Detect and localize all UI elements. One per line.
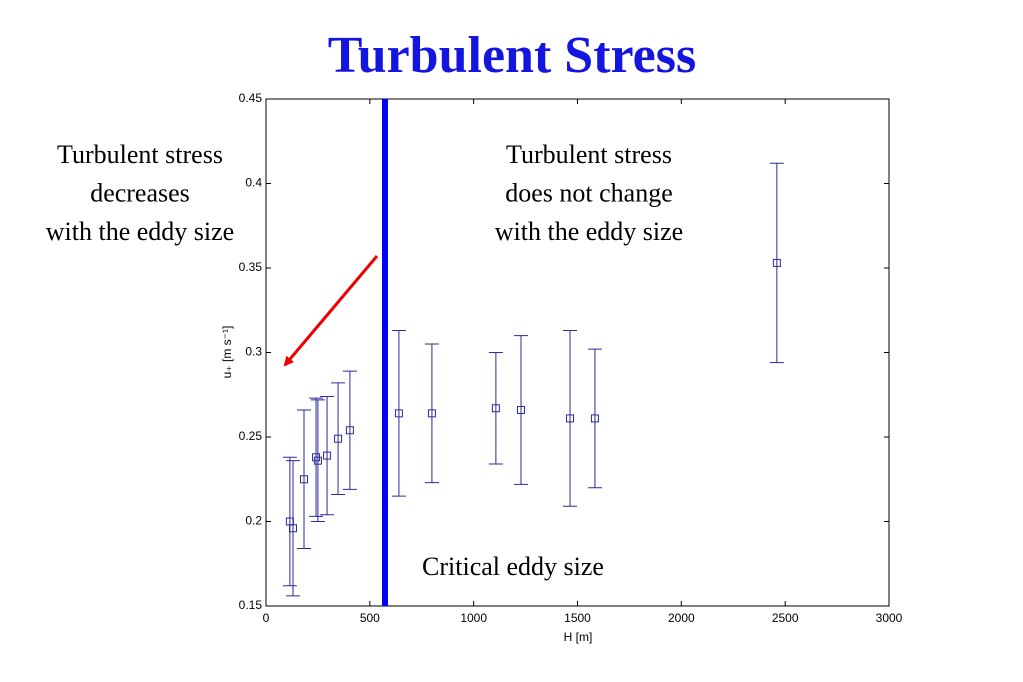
annotation: Turbulent stress <box>506 140 672 169</box>
point <box>772 258 781 267</box>
x-tick-label: 500 <box>360 611 380 625</box>
error-bar <box>297 409 312 550</box>
error-bar <box>563 330 578 507</box>
error-bar <box>514 335 529 485</box>
error-bar <box>769 162 784 364</box>
error-bar <box>282 456 297 587</box>
error-bar <box>310 399 325 522</box>
point <box>313 456 322 465</box>
annotation: with the eddy size <box>495 217 683 246</box>
arrow <box>283 255 379 367</box>
point <box>300 475 309 484</box>
error-bar <box>331 382 346 495</box>
x-tick-label: 2500 <box>772 611 799 625</box>
error-bar <box>285 460 300 597</box>
y-axis-label: u₊ [m s⁻¹] <box>220 326 234 379</box>
y-tick-label: 0.45 <box>239 91 263 105</box>
annotation: decreases <box>90 178 190 207</box>
point <box>323 451 332 460</box>
y-tick-label: 0.15 <box>239 598 263 612</box>
error-bar <box>391 330 406 497</box>
error-bar <box>587 348 602 489</box>
error-bar <box>424 343 439 484</box>
point <box>517 405 526 414</box>
point <box>345 426 354 435</box>
annotation: Critical eddy size <box>422 552 604 581</box>
x-tick-label: 3000 <box>876 611 903 625</box>
plot-frame <box>265 98 890 607</box>
y-tick-label: 0.25 <box>239 429 263 443</box>
point <box>334 434 343 443</box>
error-bar <box>342 370 357 490</box>
x-axis-label: H [m] <box>564 630 593 644</box>
annotation: does not change <box>505 178 673 207</box>
point <box>394 409 403 418</box>
error-bar <box>488 352 503 465</box>
y-tick-label: 0.4 <box>245 176 262 190</box>
x-tick-label: 1000 <box>460 611 487 625</box>
x-tick-label: 0 <box>263 611 270 625</box>
chart-title: Turbulent Stress <box>328 27 696 84</box>
x-tick-label: 1500 <box>564 611 591 625</box>
y-tick-label: 0.35 <box>239 260 263 274</box>
annotation: with the eddy size <box>46 217 234 246</box>
y-tick-label: 0.3 <box>245 345 262 359</box>
point <box>288 524 297 533</box>
point <box>427 409 436 418</box>
point <box>566 414 575 423</box>
error-bar <box>320 395 335 516</box>
point <box>491 404 500 413</box>
x-tick-label: 2000 <box>668 611 695 625</box>
point <box>590 414 599 423</box>
y-tick-label: 0.2 <box>245 514 262 528</box>
annotation: Turbulent stress <box>57 140 223 169</box>
